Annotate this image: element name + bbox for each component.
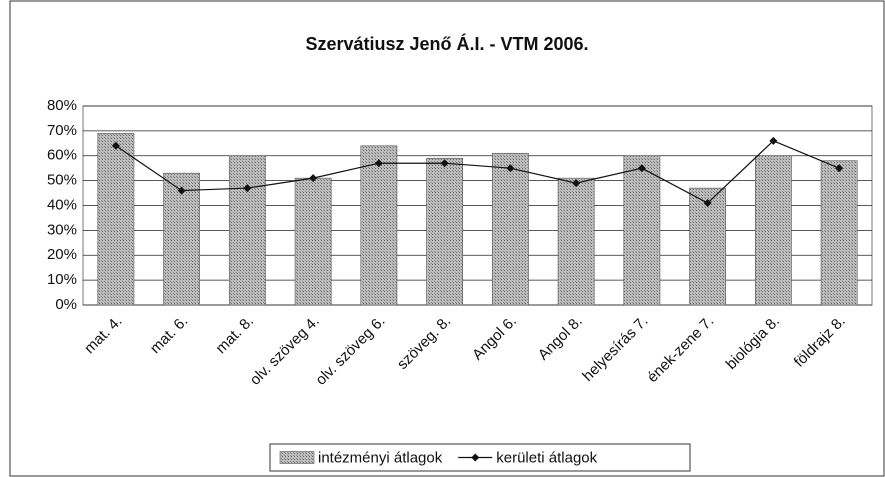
- line-marker: [177, 186, 186, 195]
- y-tick-label: 10%: [47, 271, 77, 288]
- line-marker: [506, 164, 515, 173]
- line-marker: [309, 174, 318, 183]
- line-marker: [637, 164, 646, 173]
- bar: [557, 177, 595, 306]
- line-marker: [243, 184, 252, 193]
- y-tick-label: 0%: [55, 296, 77, 313]
- line-marker: [111, 141, 120, 150]
- bar: [623, 155, 661, 306]
- bar: [426, 157, 464, 306]
- chart-title: Szervátiusz Jenő Á.I. - VTM 2006.: [305, 33, 588, 54]
- line-marker: [835, 164, 844, 173]
- bar: [491, 152, 529, 306]
- line-marker: [440, 159, 449, 168]
- bar: [228, 155, 266, 306]
- bar: [689, 187, 727, 306]
- legend-label: intézményi átlagok: [318, 449, 443, 466]
- legend-label: kerületi átlagok: [496, 449, 597, 466]
- bar: [754, 155, 792, 306]
- legend-swatch-marker: [471, 453, 480, 462]
- y-tick-label: 70%: [47, 122, 77, 139]
- bar: [820, 160, 858, 306]
- y-tick-label: 30%: [47, 221, 77, 238]
- line-marker: [769, 136, 778, 145]
- line: [115, 140, 840, 204]
- y-tick-label: 50%: [47, 172, 77, 189]
- legend: intézményi átlagok kerületi átlagok: [269, 443, 691, 472]
- y-tick-label: 80%: [47, 97, 77, 114]
- line-marker: [572, 179, 581, 188]
- line-marker: [374, 159, 383, 168]
- bar: [294, 177, 332, 306]
- legend-swatch: [279, 451, 315, 464]
- bar: [163, 172, 201, 306]
- bar: [360, 145, 398, 306]
- y-tick-label: 20%: [47, 246, 77, 263]
- bar: [97, 133, 135, 306]
- y-tick-label: 40%: [47, 196, 77, 213]
- line-marker: [703, 199, 712, 208]
- y-tick-label: 60%: [47, 147, 77, 164]
